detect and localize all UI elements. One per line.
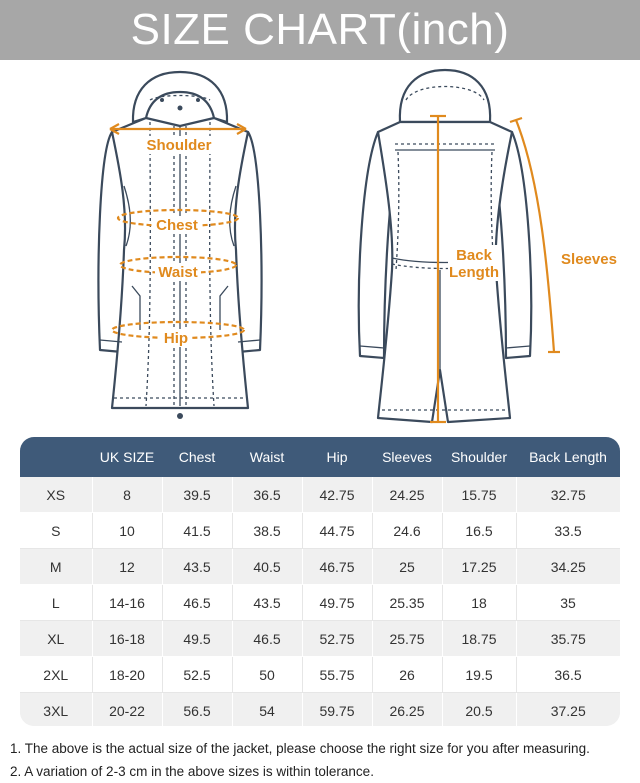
uk-size-cell: 14-16 (92, 584, 163, 621)
hip-label: Hip (164, 330, 188, 347)
hip-cell: 42.75 (302, 477, 373, 513)
header-chest: Chest (162, 437, 232, 477)
note-tolerance: 2. A variation of 2-3 cm in the above si… (10, 764, 374, 779)
sleeves-cell: 26.25 (372, 692, 443, 726)
back-length-cell: 33.5 (516, 512, 620, 549)
header-size (20, 437, 92, 477)
waist-cell: 46.5 (232, 620, 303, 657)
sleeves-cell: 25.35 (372, 584, 443, 621)
chest-cell: 52.5 (162, 656, 233, 693)
size-cell: L (20, 584, 93, 621)
hip-cell: 49.75 (302, 584, 373, 621)
size-table-container: UK SIZE Chest Waist Hip Sleeves Shoulder… (20, 437, 620, 726)
table-row: M 12 43.5 40.5 46.75 25 17.25 34.25 (20, 548, 620, 585)
waist-cell: 38.5 (232, 512, 303, 549)
shoulder-cell: 18 (442, 584, 517, 621)
note-measurement: 1. The above is the actual size of the j… (10, 741, 590, 756)
shoulder-cell: 19.5 (442, 656, 517, 693)
hip-cell: 46.75 (302, 548, 373, 585)
back-length-cell: 35.75 (516, 620, 620, 657)
shoulder-label: Shoulder (146, 137, 211, 154)
sleeves-cell: 25 (372, 548, 443, 585)
header-hip: Hip (302, 437, 372, 477)
hip-cell: 52.75 (302, 620, 373, 657)
sleeves-cell: 25.75 (372, 620, 443, 657)
header-uk-size: UK SIZE (92, 437, 162, 477)
waist-cell: 54 (232, 692, 303, 726)
back-length-cell: 36.5 (516, 656, 620, 693)
size-cell: XL (20, 620, 93, 657)
table-row: L 14-16 46.5 43.5 49.75 25.35 18 35 (20, 584, 620, 621)
waist-cell: 43.5 (232, 584, 303, 621)
jacket-illustration: Shoulder Chest Waist Hip (97, 68, 617, 424)
sleeves-cell: 24.25 (372, 477, 443, 513)
back-length-cell: 35 (516, 584, 620, 621)
shoulder-cell: 20.5 (442, 692, 517, 726)
back-length-label-line2: Length (449, 264, 499, 281)
size-cell: S (20, 512, 93, 549)
chest-cell: 41.5 (162, 512, 233, 549)
table-header-row: UK SIZE Chest Waist Hip Sleeves Shoulder… (20, 437, 620, 477)
chest-cell: 43.5 (162, 548, 233, 585)
size-cell: 3XL (20, 692, 93, 726)
hip-cell: 44.75 (302, 512, 373, 549)
size-chart-title: SIZE CHART(inch) (0, 0, 640, 60)
header-back-length: Back Length (516, 437, 620, 477)
table-row: 2XL 18-20 52.5 50 55.75 26 19.5 36.5 (20, 656, 620, 693)
chest-cell: 49.5 (162, 620, 233, 657)
uk-size-cell: 16-18 (92, 620, 163, 657)
hip-cell: 59.75 (302, 692, 373, 726)
uk-size-cell: 8 (92, 477, 163, 513)
table-row: XL 16-18 49.5 46.5 52.75 25.75 18.75 35.… (20, 620, 620, 657)
size-cell: M (20, 548, 93, 585)
sleeves-label: Sleeves (561, 251, 617, 268)
chest-cell: 46.5 (162, 584, 233, 621)
size-cell: XS (20, 477, 93, 513)
back-length-label-line1: Back (456, 247, 493, 264)
shoulder-cell: 16.5 (442, 512, 517, 549)
header-shoulder: Shoulder (442, 437, 516, 477)
header-waist: Waist (232, 437, 302, 477)
chest-cell: 56.5 (162, 692, 233, 726)
uk-size-cell: 20-22 (92, 692, 163, 726)
uk-size-cell: 12 (92, 548, 163, 585)
size-cell: 2XL (20, 656, 93, 693)
hip-cell: 55.75 (302, 656, 373, 693)
table-row: XS 8 39.5 36.5 42.75 24.25 15.75 32.75 (20, 477, 620, 513)
waist-cell: 36.5 (232, 477, 303, 513)
table-row: S 10 41.5 38.5 44.75 24.6 16.5 33.5 (20, 512, 620, 549)
shoulder-cell: 15.75 (442, 477, 517, 513)
waist-cell: 40.5 (232, 548, 303, 585)
chest-label: Chest (156, 217, 198, 234)
back-jacket-drawing (357, 68, 533, 424)
shoulder-cell: 18.75 (442, 620, 517, 657)
sleeves-cell: 26 (372, 656, 443, 693)
back-length-cell: 34.25 (516, 548, 620, 585)
sleeves-cell: 24.6 (372, 512, 443, 549)
table-row: 3XL 20-22 56.5 54 59.75 26.25 20.5 37.25 (20, 692, 620, 726)
uk-size-cell: 10 (92, 512, 163, 549)
back-length-cell: 37.25 (516, 692, 620, 726)
back-length-cell: 32.75 (516, 477, 620, 513)
uk-size-cell: 18-20 (92, 656, 163, 693)
waist-cell: 50 (232, 656, 303, 693)
waist-label: Waist (158, 264, 197, 281)
header-sleeves: Sleeves (372, 437, 442, 477)
size-table: UK SIZE Chest Waist Hip Sleeves Shoulder… (20, 437, 620, 726)
shoulder-cell: 17.25 (442, 548, 517, 585)
chest-cell: 39.5 (162, 477, 233, 513)
size-notes: 1. The above is the actual size of the j… (10, 737, 636, 783)
